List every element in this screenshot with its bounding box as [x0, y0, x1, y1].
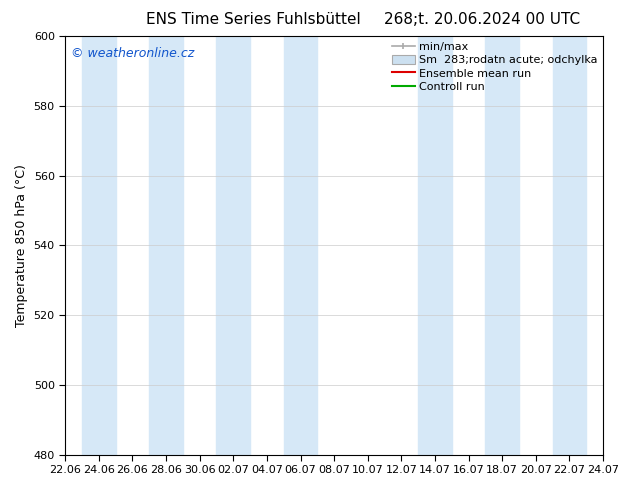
- Legend: min/max, Sm  283;rodatn acute; odchylka, Ensemble mean run, Controll run: min/max, Sm 283;rodatn acute; odchylka, …: [390, 40, 600, 94]
- Text: 268;t. 20.06.2024 00 UTC: 268;t. 20.06.2024 00 UTC: [384, 12, 580, 27]
- Bar: [149, 36, 183, 455]
- Y-axis label: Temperature 850 hPa (°C): Temperature 850 hPa (°C): [15, 164, 28, 327]
- Text: © weatheronline.cz: © weatheronline.cz: [70, 47, 194, 60]
- Bar: [553, 36, 586, 455]
- Text: ENS Time Series Fuhlsbüttel: ENS Time Series Fuhlsbüttel: [146, 12, 361, 27]
- Bar: [283, 36, 317, 455]
- Bar: [216, 36, 250, 455]
- Bar: [82, 36, 115, 455]
- Bar: [486, 36, 519, 455]
- Bar: [418, 36, 452, 455]
